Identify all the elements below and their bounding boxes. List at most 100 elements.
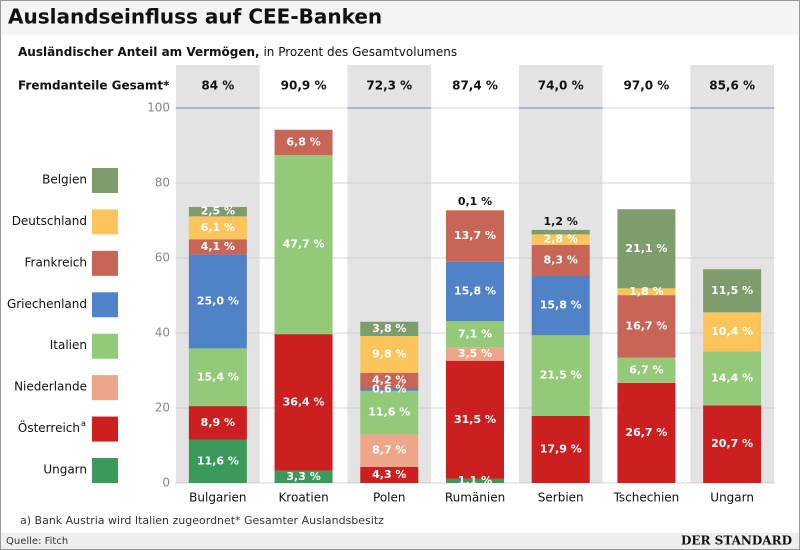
value-label: 11,6 % [368,406,410,419]
x-tick-label: Tschechien [613,491,680,505]
total-label: 85,6 % [709,79,755,93]
bar-segment [617,295,676,358]
value-label: 0,1 % [458,195,492,208]
bar-segment [703,405,762,483]
legend-label: Ungarn [43,463,87,477]
bar-segment [531,244,590,276]
value-label: 10,4 % [711,325,753,338]
value-label: 0,6 % [372,383,406,396]
value-label: 8,7 % [372,444,406,457]
value-label: 21,1 % [625,242,667,255]
bar-segment [274,334,333,471]
legend-swatch [92,416,118,442]
value-label: 11,5 % [711,284,753,297]
x-tick-label: Polen [373,491,405,505]
bar-segment [446,261,504,321]
value-label: 2,8 % [544,233,578,246]
bar-segment [531,229,590,235]
value-label: 3,8 % [372,322,406,335]
total-label: 87,4 % [452,79,498,93]
bar-segment [617,209,676,289]
bar-segment [531,335,590,416]
legend-label: Deutschland [12,214,87,228]
value-label: 15,8 % [454,284,496,297]
bar-segment [188,239,247,255]
value-label: 25,0 % [197,295,239,308]
value-label: 3,3 % [286,470,320,483]
legend-swatch [92,333,118,359]
legend-swatch [92,250,118,276]
bar-segment [360,372,419,389]
legend-label: Belgien [42,173,87,187]
bar-segment [617,288,676,296]
bar-segment [531,415,590,483]
legend-swatch [92,209,118,235]
bar-segment [617,382,676,483]
value-label: 26,7 % [625,426,667,439]
legend-label: Griechenland [7,297,87,311]
value-label: 4,2 % [372,374,406,387]
value-label: 1,2 % [544,215,578,228]
value-label: 1,1 % [458,474,492,487]
legend-label: Niederlande [14,380,87,394]
value-label: 31,5 % [454,413,496,426]
value-label: 6,1 % [201,221,235,234]
bar-segment [274,470,333,483]
x-tick-label: Ungarn [710,491,754,505]
value-label: 11,6 % [197,454,239,467]
bar-segment [703,269,762,313]
value-label: 6,7 % [629,363,663,376]
footnote: * Gesamter Auslandsbesitz [235,514,384,527]
brand: DER STANDARD [681,534,792,548]
bar-segment [188,348,247,407]
legend-label: Österreich [18,419,80,435]
bar-segment [531,234,590,245]
total-label: 72,3 % [366,79,412,93]
bar-segment [617,357,676,383]
value-label: 36,4 % [283,395,325,408]
bar-segment [360,466,419,483]
chart-title: Auslandseinfluss auf CEE-Banken [8,5,382,29]
value-label: 21,5 % [540,369,582,382]
bar-segment [188,207,247,217]
legend-footnote-mark: a [81,419,86,428]
value-label: 7,1 % [458,327,492,340]
legend-swatch [92,458,118,483]
bar-segment [360,388,419,391]
legend-swatch [92,292,118,318]
bar-segment [274,155,333,335]
total-label: 97,0 % [624,79,670,93]
y-tick-label: 60 [155,251,170,265]
bar-segment [188,406,247,440]
subtitle-bold: Ausländischer Anteil am Vermögen, [18,45,260,59]
bar-segment [274,129,333,156]
value-label: 2,5 % [201,205,235,218]
legend-label: Frankreich [25,255,87,269]
y-tick-label: 20 [155,401,170,415]
bar-segment [703,312,762,352]
x-tick-label: Serbien [538,491,584,505]
y-tick-label: 100 [147,101,170,115]
bar-segment [188,254,247,349]
bar-segment [446,321,504,348]
y-tick-label: 0 [162,476,170,490]
value-label: 8,3 % [544,253,578,266]
bar-segment [703,351,762,406]
value-label: 1,8 % [629,285,663,298]
bar-segment [446,210,504,262]
value-label: 4,3 % [372,468,406,481]
y-tick-label: 80 [155,176,170,190]
totals-label: Fremdanteile Gesamt* [18,79,170,93]
subtitle-text: in Prozent des Gesamtvolumens [263,45,457,59]
bar-segment [360,321,419,336]
legend-label: Italien [50,338,87,352]
bar-segment [360,336,419,373]
subtitle: Ausländischer Anteil am Vermögen, in Pro… [18,45,457,59]
value-label: 4,1 % [201,240,235,253]
value-label: 9,8 % [372,347,406,360]
bar-segment [188,216,247,240]
total-label: 84 % [201,79,234,93]
value-label: 13,7 % [454,229,496,242]
value-label: 14,4 % [711,371,753,384]
value-label: 20,7 % [711,437,753,450]
